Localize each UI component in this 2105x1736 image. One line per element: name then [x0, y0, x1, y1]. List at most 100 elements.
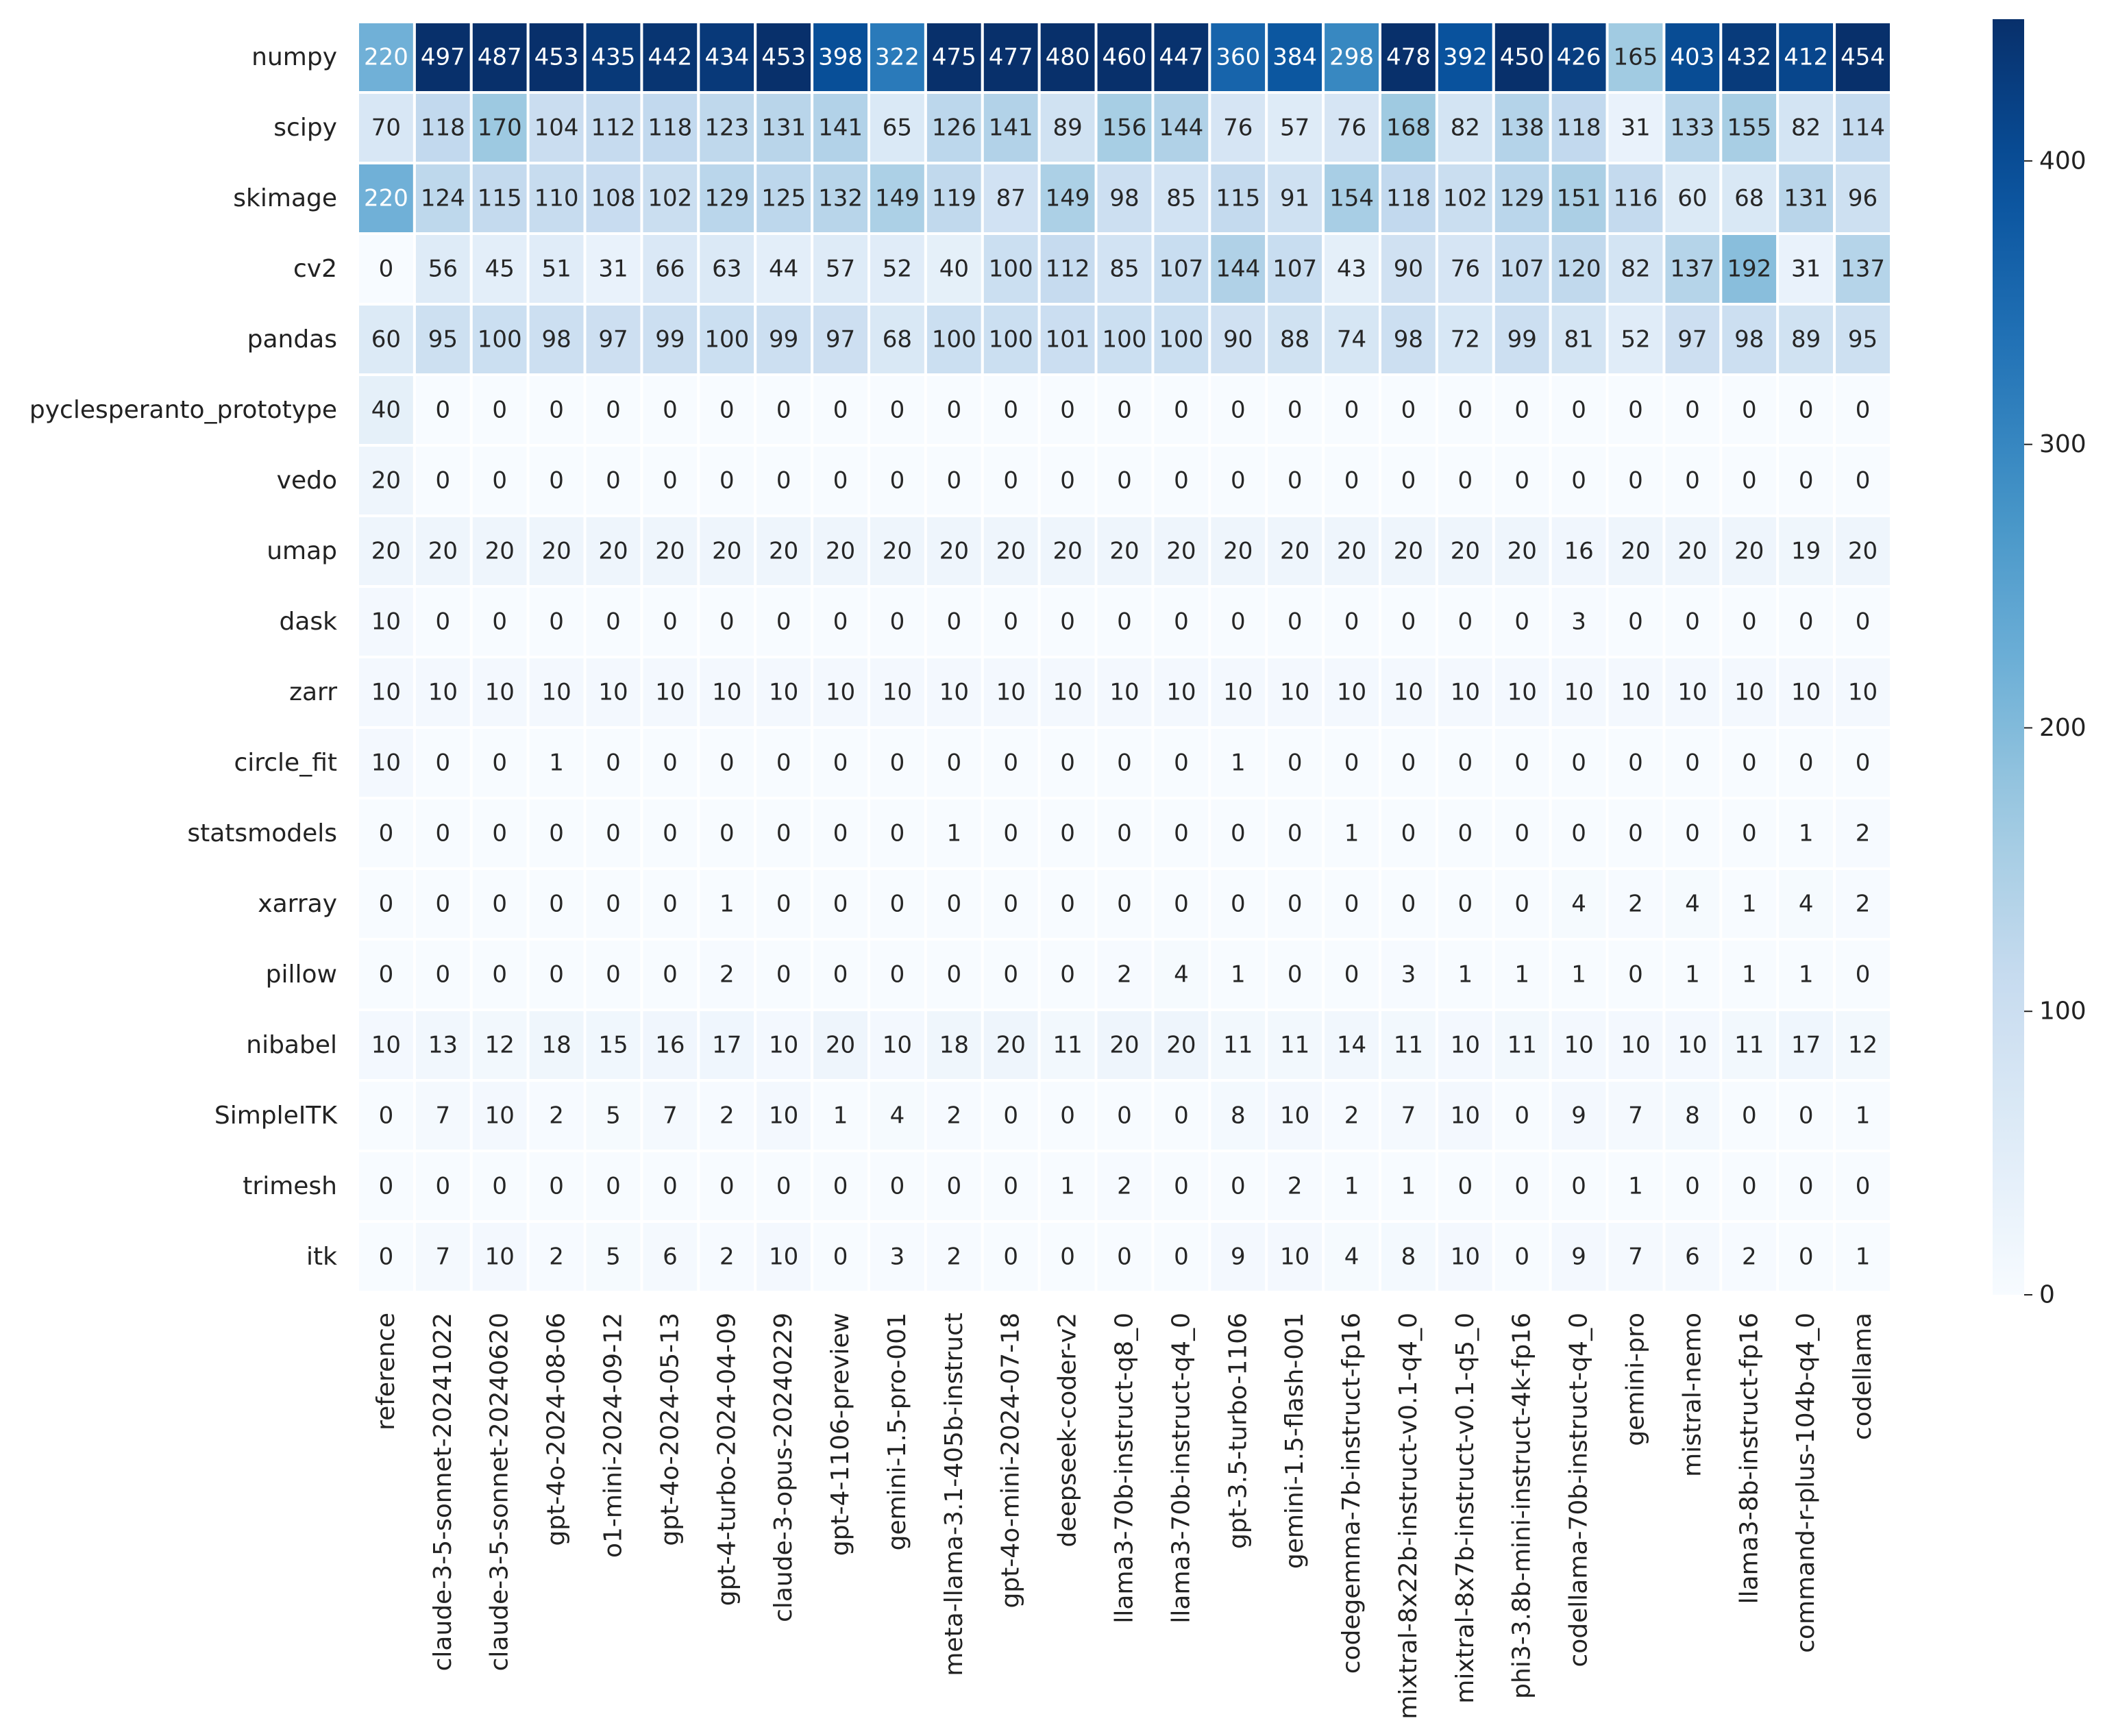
heatmap-cell: [867, 1079, 927, 1152]
heatmap-cell-value: 0: [549, 1173, 564, 1200]
heatmap-cell-value: 17: [712, 1032, 741, 1059]
heatmap-cell: [1322, 232, 1381, 306]
heatmap-cell-value: 10: [1734, 679, 1764, 706]
heatmap-cell-value: 435: [591, 44, 636, 71]
heatmap-cell-value: 0: [719, 397, 735, 424]
heatmap-cell-value: 450: [1500, 44, 1544, 71]
heatmap-cell-value: 0: [379, 256, 394, 283]
heatmap-cell-value: 7: [1628, 1102, 1643, 1130]
heatmap-cell-value: 0: [1856, 749, 1871, 777]
heatmap-cell: [1605, 232, 1666, 306]
heatmap-cell: [1322, 726, 1381, 799]
heatmap-cell: [526, 1150, 587, 1223]
heatmap-cell-value: 0: [663, 961, 678, 989]
heatmap-cell-value: 0: [890, 891, 905, 918]
heatmap-cell: [754, 232, 814, 306]
heatmap-cell-value: 1: [1401, 1173, 1416, 1200]
heatmap-cell-value: 0: [1003, 820, 1018, 847]
column-label: llama3-70b-instruct-q8_0: [1111, 1313, 1139, 1624]
heatmap-cell-value: 107: [1272, 256, 1317, 283]
heatmap-cell: [1208, 21, 1268, 94]
heatmap-cell: [640, 1220, 700, 1293]
heatmap-cell-value: 141: [989, 114, 1033, 142]
heatmap-cell-value: 0: [1344, 749, 1359, 777]
heatmap-cell-value: 0: [833, 467, 848, 495]
heatmap-cell: [526, 867, 587, 941]
heatmap-cell-value: 0: [1628, 608, 1643, 636]
heatmap-cell: [1265, 797, 1325, 870]
heatmap-cell-value: 434: [704, 44, 749, 71]
heatmap-cell: [1605, 21, 1666, 94]
heatmap-cell-value: 10: [1109, 679, 1139, 706]
colorbar-tick-label: 300: [2039, 430, 2086, 458]
heatmap-cell-value: 0: [1003, 608, 1018, 636]
heatmap-cell: [1322, 91, 1381, 164]
heatmap-cell-value: 0: [606, 608, 621, 636]
heatmap-cell-value: 0: [1344, 467, 1359, 495]
heatmap-cell-value: 1: [719, 891, 735, 918]
column-label: command-r-plus-104b-q4_0: [1792, 1313, 1820, 1653]
heatmap-cell: [1151, 162, 1211, 235]
heatmap-cell: [1322, 797, 1381, 870]
heatmap-cell-value: 20: [1451, 538, 1480, 565]
column-label: phi3-3.8b-mini-instruct-4k-fp16: [1508, 1313, 1536, 1699]
heatmap-cell-value: 1: [1458, 961, 1473, 989]
colorbar-tick-label: 200: [2039, 714, 2086, 742]
heatmap-cell: [1094, 1220, 1155, 1293]
heatmap-cell: [526, 91, 587, 164]
heatmap-cell-value: 0: [1458, 467, 1473, 495]
column-label: codellama: [1849, 1313, 1877, 1440]
heatmap-cell-value: 0: [1174, 820, 1189, 847]
heatmap-cell-value: 0: [1799, 749, 1814, 777]
column-label: deepseek-coder-v2: [1054, 1313, 1082, 1547]
heatmap-cell: [1037, 373, 1098, 447]
heatmap-cell-value: 149: [875, 185, 920, 212]
heatmap-cell-value: 0: [1685, 467, 1700, 495]
heatmap-cell-value: 10: [712, 679, 741, 706]
heatmap-cell: [640, 585, 700, 658]
column-label: gpt-4o-2024-08-06: [543, 1313, 571, 1546]
heatmap-cell-value: 0: [1856, 467, 1871, 495]
heatmap-cell-value: 0: [606, 1173, 621, 1200]
heatmap-cell: [356, 585, 416, 658]
heatmap-cell-value: 0: [492, 891, 507, 918]
heatmap-cell-value: 0: [1174, 891, 1189, 918]
heatmap-cell-value: 0: [436, 961, 451, 989]
heatmap-cell-value: 20: [712, 538, 741, 565]
heatmap-cell: [1833, 91, 1893, 164]
heatmap-cell-value: 0: [1628, 749, 1643, 777]
heatmap-cell-value: 0: [1685, 1173, 1700, 1200]
heatmap-cell-value: 0: [1060, 1102, 1075, 1130]
heatmap-cell-value: 15: [598, 1032, 628, 1059]
heatmap-cell: [697, 303, 757, 376]
heatmap-cell-value: 8: [1231, 1102, 1246, 1130]
heatmap-cell-value: 20: [826, 1032, 855, 1059]
heatmap-cell-value: 120: [1557, 256, 1601, 283]
heatmap-cell: [754, 1150, 814, 1223]
heatmap-cell: [1322, 656, 1381, 729]
heatmap-cell-value: 20: [883, 538, 912, 565]
row-label: nibabel: [246, 1031, 337, 1059]
heatmap-cell: [867, 91, 927, 164]
heatmap-cell: [1094, 303, 1155, 376]
heatmap-cell: [1833, 1079, 1893, 1152]
heatmap-cell: [867, 585, 927, 658]
heatmap-cell-value: 119: [932, 185, 976, 212]
heatmap-cell-value: 10: [541, 679, 571, 706]
heatmap-cell-value: 0: [1288, 891, 1303, 918]
heatmap-cell-value: 0: [1856, 1173, 1871, 1200]
heatmap-cell: [1833, 726, 1893, 799]
heatmap-cell: [1776, 1079, 1836, 1152]
heatmap-cell: [1322, 938, 1381, 1011]
heatmap-cell-value: 1: [1231, 749, 1246, 777]
heatmap-cell-labels: 220 497 487 453 435 442 434 453 398 322 475 477 480 4…: [364, 44, 1885, 1271]
heatmap-cell-value: 100: [704, 326, 749, 354]
heatmap-cell-value: 0: [719, 608, 735, 636]
heatmap-cell-value: 97: [598, 326, 628, 354]
heatmap-cell: [1379, 585, 1438, 658]
heatmap-cell-value: 0: [1799, 397, 1814, 424]
heatmap-cell-value: 107: [1500, 256, 1544, 283]
heatmap-cell-value: 0: [1117, 397, 1132, 424]
heatmap-cell-value: 63: [712, 256, 741, 283]
heatmap-cell: [469, 797, 530, 870]
